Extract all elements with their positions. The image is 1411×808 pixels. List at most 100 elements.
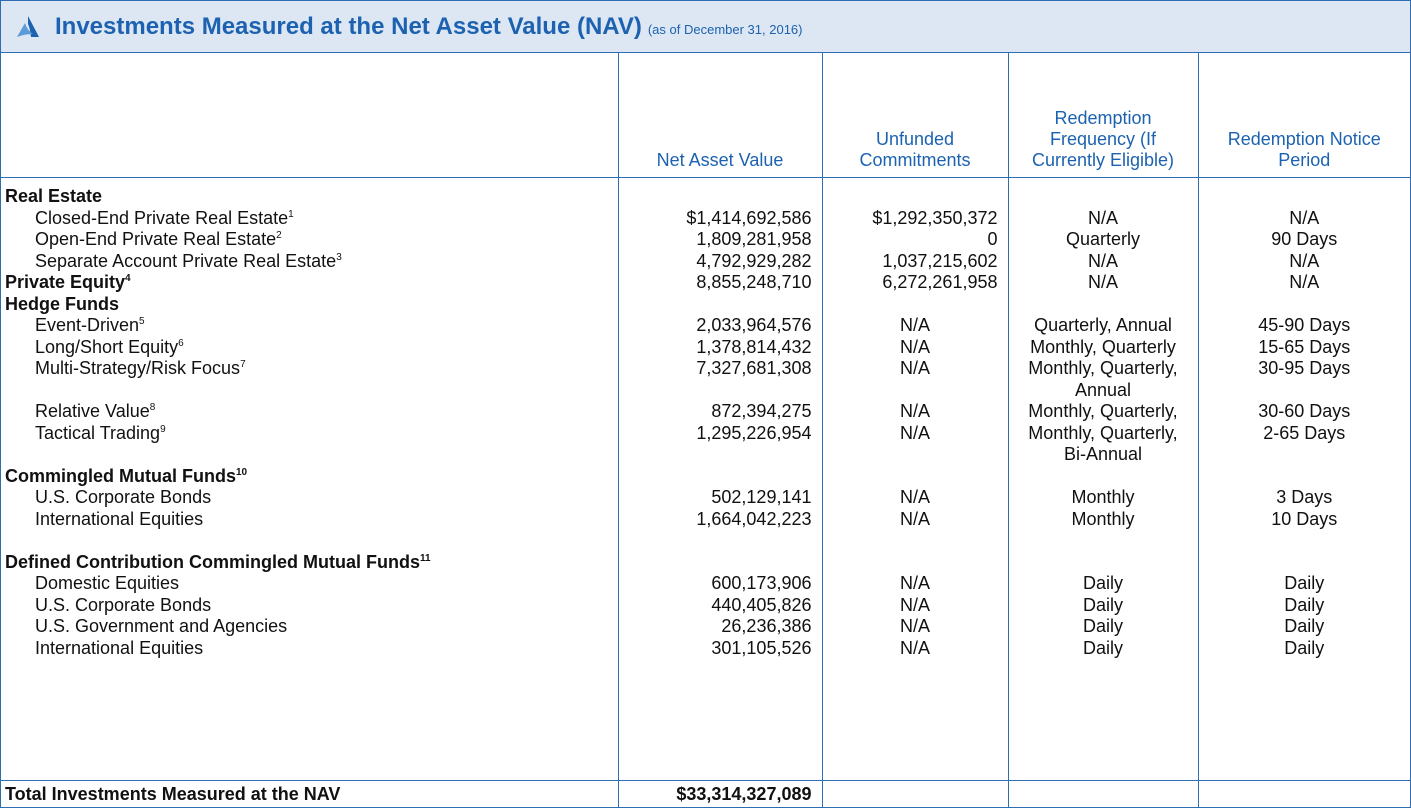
- filler-row: [1, 659, 1410, 781]
- value-cell: [1007, 177, 1198, 208]
- value-cell: N/A: [1007, 250, 1198, 272]
- row-label: Tactical Trading9: [1, 423, 618, 466]
- footnote-ref: 11: [419, 552, 431, 564]
- footnote-ref: 7: [240, 359, 246, 370]
- item-row: Multi-Strategy/Risk Focus7 7,327,681,308 N…: [1, 358, 1410, 401]
- footnote-ref: 3: [336, 251, 342, 263]
- value-cell: Quarterly: [1007, 229, 1198, 251]
- value-cell: 26,236,386: [617, 616, 822, 638]
- value-cell: N/A: [821, 637, 1008, 659]
- value-cell: 1,378,814,432: [617, 336, 822, 358]
- value-cell: 600,173,906: [617, 573, 822, 595]
- row-label: International Equities: [1, 638, 618, 660]
- footnote-ref: 6: [178, 337, 184, 349]
- value-cell: $1,292,350,372: [821, 207, 1008, 229]
- value-cell: 1,037,215,602: [821, 250, 1008, 272]
- column-header: Unfunded Commitments: [821, 53, 1008, 178]
- footnote-ref: 4: [125, 273, 131, 284]
- value-cell: [617, 551, 822, 573]
- group-row: Hedge Funds: [1, 293, 1410, 316]
- item-row: U.S. Corporate Bonds 502,129,141 N/A Monthl…: [1, 487, 1410, 509]
- item-row: Long/Short Equity6 1,378,814,432 N/A Monthl…: [1, 336, 1410, 358]
- value-cell: [617, 293, 822, 315]
- total-label: Total Investments Measured at the NAV: [1, 780, 618, 807]
- item-row: Event-Driven5 2,033,964,576 N/A Quarterly, …: [1, 315, 1410, 337]
- value-cell: [1197, 465, 1410, 487]
- value-cell: 45-90 Days: [1197, 315, 1410, 337]
- value-cell: 2-65 Days: [1197, 422, 1410, 466]
- subtitle: (as of December 31, 2016): [647, 22, 803, 37]
- value-cell: Daily: [1197, 573, 1410, 595]
- value-cell: N/A: [1007, 207, 1198, 229]
- value-cell: 502,129,141: [617, 487, 822, 509]
- label-text: Commingled Mutual Funds: [5, 465, 236, 486]
- value-cell: Monthly: [1007, 487, 1198, 509]
- value-cell: 1,809,281,958: [617, 229, 822, 251]
- item-row: Separate Account Private Real Estate3 4,7…: [1, 250, 1410, 272]
- header-bar: Investments Measured at the Net Asset Va…: [1, 1, 1410, 53]
- footnote-ref: 1: [288, 208, 294, 220]
- footnote-ref: 10: [236, 466, 248, 478]
- logo: [17, 15, 39, 37]
- label-text: International Equities: [35, 637, 204, 658]
- label-text: Open-End Private Real Estate: [35, 229, 277, 249]
- value-cell: N/A: [1007, 272, 1198, 294]
- empty-cell: [617, 530, 822, 552]
- empty-cell: [1007, 780, 1198, 807]
- value-cell: 301,105,526: [617, 637, 822, 659]
- value-cell: Monthly, Quarterly: [1007, 336, 1198, 358]
- value-cell: [1007, 551, 1198, 573]
- value-cell: [1007, 465, 1198, 487]
- empty-cell: [1197, 659, 1410, 781]
- value-cell: N/A: [821, 315, 1008, 337]
- header-row: Net Asset Value Unfunded Commitments Redem…: [1, 53, 1410, 178]
- value-cell: 30-95 Days: [1197, 358, 1410, 401]
- item-row: U.S. Government and Agencies 26,236,386 N/…: [1, 616, 1410, 638]
- row-label: Hedge Funds: [1, 294, 618, 316]
- value-cell: 2,033,964,576: [617, 315, 822, 337]
- value-cell: Monthly, Quarterly, Annual: [1007, 358, 1198, 401]
- value-cell: N/A: [1197, 207, 1410, 229]
- row-label: Event-Driven5: [1, 315, 618, 337]
- group-row: Real Estate: [1, 177, 1410, 208]
- value-cell: 0: [821, 229, 1008, 251]
- column-header: Redemption Notice Period: [1197, 53, 1410, 178]
- value-cell: [821, 293, 1008, 315]
- row-label: International Equities: [1, 509, 618, 531]
- value-cell: [1197, 551, 1410, 573]
- value-cell: [821, 177, 1008, 208]
- label-text: Private Equity: [5, 272, 126, 292]
- label-text: Multi-Strategy/Risk Focus: [35, 358, 241, 378]
- value-cell: 10 Days: [1197, 508, 1410, 530]
- empty-cell: [1007, 530, 1198, 552]
- value-cell: [617, 465, 822, 487]
- item-row: Closed-End Private Real Estate1 $1,414,69…: [1, 207, 1410, 229]
- footnote-ref: 8: [149, 402, 156, 413]
- value-cell: Daily: [1007, 637, 1198, 659]
- value-cell: 3 Days: [1197, 487, 1410, 509]
- group-row: Private Equity4 8,855,248,710 6,272,261,95…: [1, 272, 1410, 294]
- label-text: International Equities: [35, 508, 204, 529]
- value-cell: N/A: [821, 422, 1008, 466]
- value-cell: [821, 465, 1008, 487]
- label-text: Separate Account Private Real Estate: [35, 250, 337, 271]
- item-row: International Equities 301,105,526 N/A Dail…: [1, 637, 1410, 660]
- label-text: Real Estate: [5, 186, 103, 206]
- value-cell: [1007, 293, 1198, 315]
- empty-cell: [1197, 530, 1410, 552]
- group-row: Commingled Mutual Funds10: [1, 465, 1410, 487]
- value-cell: 1,664,042,223: [617, 508, 822, 530]
- empty-cell: [1197, 780, 1410, 807]
- empty-cell: [821, 659, 1008, 781]
- total-value: $33,314,327,089: [617, 780, 822, 807]
- row-label: U.S. Government and Agencies: [1, 616, 618, 638]
- empty-cell: [617, 659, 822, 781]
- value-cell: 440,405,826: [617, 594, 822, 616]
- item-row: Relative Value8 872,394,275 N/A Monthly, Qu…: [1, 401, 1410, 423]
- label-text: Closed-End Private Real Estate: [35, 207, 289, 228]
- value-cell: N/A: [821, 358, 1008, 401]
- row-label: Defined Contribution Commingled Mutual F…: [1, 552, 618, 574]
- label-text: U.S. Government and Agencies: [35, 616, 288, 636]
- item-row: Tactical Trading9 1,295,226,954 N/A Monthly…: [1, 422, 1410, 466]
- value-cell: Daily: [1007, 594, 1198, 616]
